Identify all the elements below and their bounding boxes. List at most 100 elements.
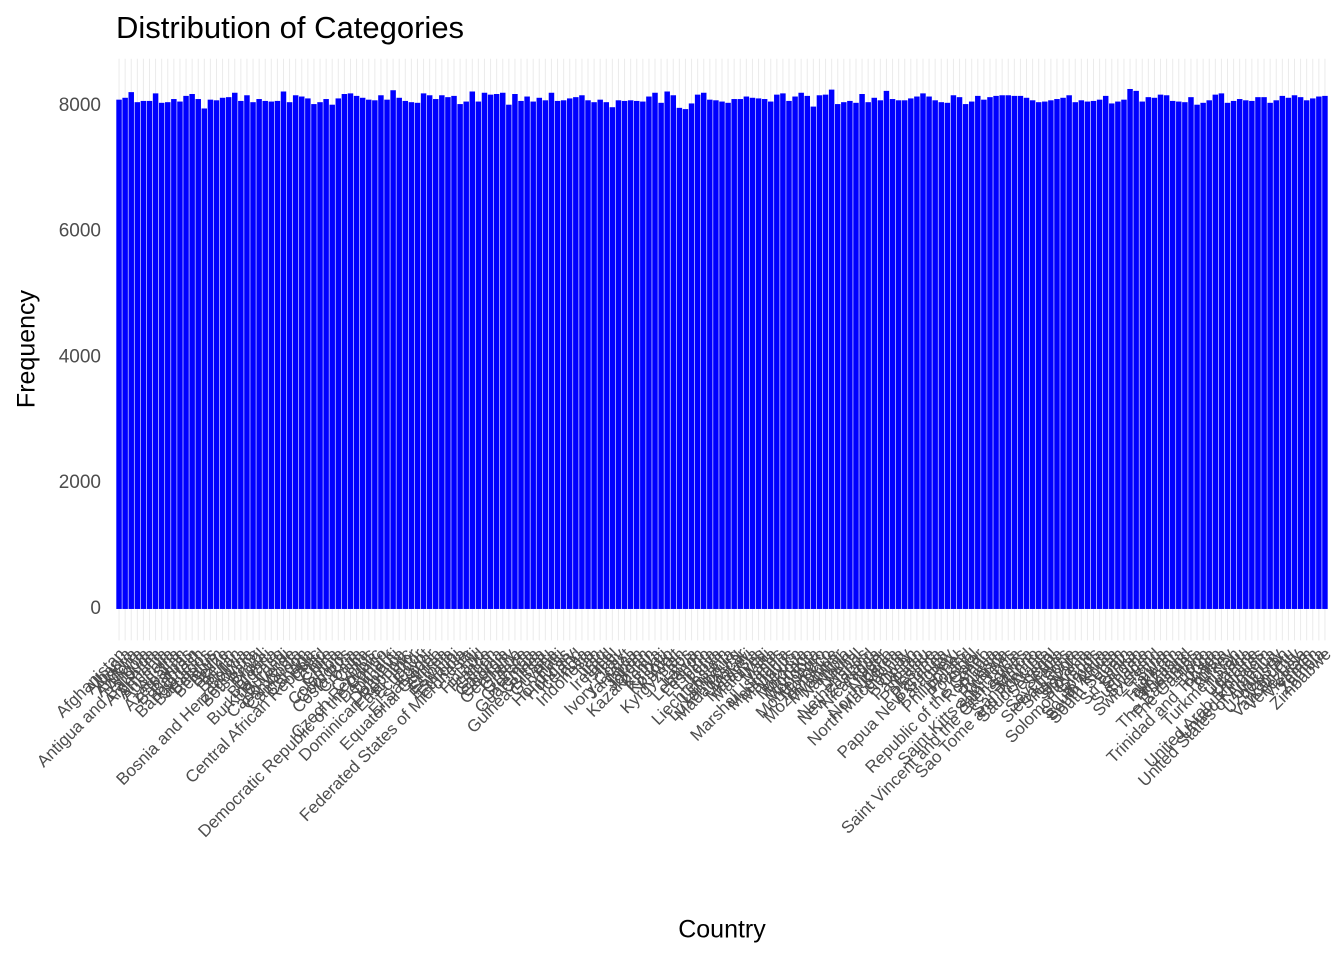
bar <box>329 104 335 609</box>
bar <box>920 93 926 609</box>
bar <box>201 108 208 609</box>
bar <box>457 104 463 609</box>
bar <box>128 92 134 609</box>
bar <box>956 97 963 609</box>
bar <box>542 100 549 609</box>
bar <box>451 95 457 609</box>
bar <box>487 94 494 609</box>
bar <box>1176 101 1182 609</box>
bar <box>981 99 987 609</box>
bar <box>1206 100 1212 609</box>
bar <box>323 99 329 609</box>
bar <box>1096 99 1103 609</box>
bar <box>426 95 433 609</box>
bar <box>810 106 817 609</box>
bar <box>1139 101 1145 609</box>
bar <box>506 104 512 609</box>
bar <box>134 102 141 609</box>
bar <box>1109 103 1115 609</box>
bar <box>573 97 579 609</box>
bar <box>384 99 390 609</box>
bar <box>883 90 890 609</box>
bar <box>591 102 597 609</box>
bar <box>1121 99 1127 609</box>
y-tick-label: 4000 <box>59 346 101 367</box>
bar <box>244 95 250 609</box>
bar <box>609 107 616 609</box>
bar <box>950 95 957 609</box>
bar <box>262 100 268 609</box>
bar <box>1212 94 1219 609</box>
bar <box>1042 101 1048 609</box>
bar <box>780 93 786 609</box>
bar <box>1005 95 1011 609</box>
bar <box>585 100 591 609</box>
x-axis-label: Country <box>678 916 766 944</box>
bar <box>378 95 384 609</box>
bar <box>366 99 372 609</box>
bar <box>658 102 664 609</box>
bar <box>749 97 756 609</box>
bar <box>219 97 226 609</box>
bar <box>1224 102 1231 609</box>
bar <box>798 92 804 609</box>
bar <box>335 98 342 609</box>
y-tick-label: 6000 <box>59 221 101 242</box>
bar <box>1230 100 1237 609</box>
bar <box>865 102 871 609</box>
bar <box>615 100 622 609</box>
bar <box>859 94 865 609</box>
bar <box>841 102 847 609</box>
bar <box>359 97 366 609</box>
bar <box>347 93 354 609</box>
bar <box>518 100 524 609</box>
bar <box>1291 95 1298 609</box>
bar <box>232 92 238 609</box>
bar <box>560 100 567 609</box>
bar <box>493 94 500 609</box>
bar <box>299 96 305 609</box>
bar <box>621 100 628 609</box>
bar <box>158 102 165 609</box>
bar <box>1011 95 1018 609</box>
bar <box>481 92 488 609</box>
bar <box>627 100 634 609</box>
bar <box>700 92 707 609</box>
bar <box>707 99 713 609</box>
bar <box>1243 100 1249 609</box>
bar <box>530 101 536 609</box>
bar <box>603 102 610 609</box>
bar <box>975 95 981 609</box>
bar <box>548 92 555 609</box>
bar <box>414 102 421 609</box>
bar <box>755 98 762 609</box>
bar <box>372 100 378 609</box>
bar <box>822 94 829 609</box>
bar <box>171 99 177 609</box>
bar <box>469 91 476 609</box>
chart-title: Distribution of Categories <box>116 10 464 45</box>
bar <box>932 100 938 609</box>
bar <box>694 94 701 609</box>
bar <box>834 104 841 609</box>
bar <box>165 102 171 609</box>
bar <box>889 99 896 609</box>
bar <box>524 96 530 609</box>
bar <box>1084 101 1091 609</box>
bar <box>1054 99 1060 609</box>
bar <box>713 100 719 609</box>
bar <box>311 104 317 609</box>
bar <box>238 100 244 609</box>
bar <box>1297 97 1304 609</box>
bar <box>396 97 402 609</box>
bar <box>152 93 159 609</box>
bar <box>682 109 689 609</box>
bar <box>1236 99 1243 609</box>
bar <box>140 100 147 609</box>
bar <box>853 102 859 609</box>
bar <box>225 97 232 609</box>
bar <box>1133 90 1139 609</box>
bar <box>646 96 652 609</box>
bar <box>999 95 1005 609</box>
